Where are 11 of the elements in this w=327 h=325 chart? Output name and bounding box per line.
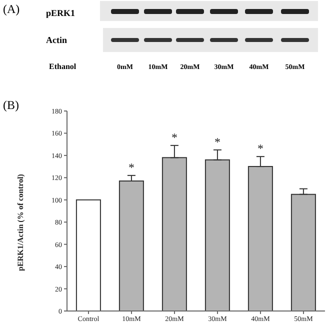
text: (A) bbox=[3, 2, 20, 16]
annotation: * bbox=[214, 134, 220, 149]
y-axis-title: pERK1/Actin (% of control) bbox=[16, 174, 25, 271]
annotation: * bbox=[172, 130, 178, 144]
text: Ethanol bbox=[49, 62, 76, 72]
annotation: * bbox=[258, 142, 264, 156]
text: Actin bbox=[46, 35, 67, 46]
text: (B) bbox=[3, 98, 19, 112]
text: pERK1 bbox=[46, 8, 76, 19]
bar bbox=[76, 199, 101, 311]
annotation: * bbox=[128, 160, 134, 174]
